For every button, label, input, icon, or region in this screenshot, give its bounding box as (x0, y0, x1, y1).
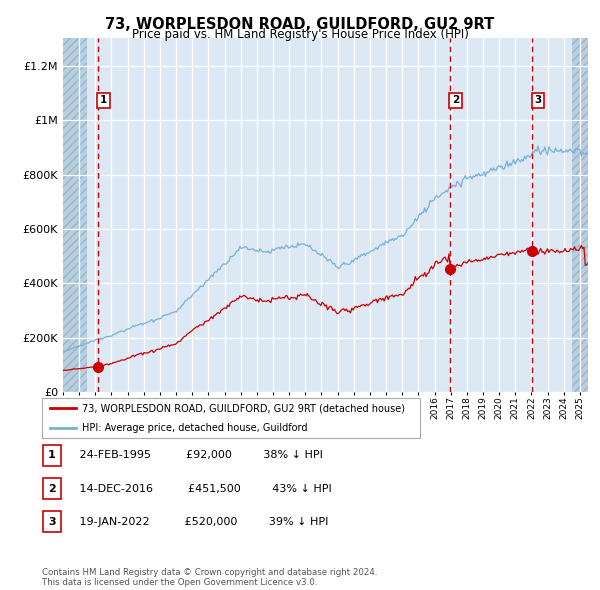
Text: HPI: Average price, detached house, Guildford: HPI: Average price, detached house, Guil… (82, 423, 307, 432)
Bar (572, 38, 588, 392)
Text: 14-DEC-2016          £451,500         43% ↓ HPI: 14-DEC-2016 £451,500 43% ↓ HPI (69, 484, 332, 493)
Text: 2: 2 (48, 484, 56, 493)
Text: 24-FEB-1995          £92,000         38% ↓ HPI: 24-FEB-1995 £92,000 38% ↓ HPI (69, 451, 323, 460)
Text: 3: 3 (48, 517, 56, 526)
Text: 3: 3 (534, 96, 541, 105)
FancyBboxPatch shape (43, 445, 61, 466)
Text: Contains HM Land Registry data © Crown copyright and database right 2024.
This d: Contains HM Land Registry data © Crown c… (42, 568, 377, 587)
Text: 19-JAN-2022          £520,000         39% ↓ HPI: 19-JAN-2022 £520,000 39% ↓ HPI (69, 517, 328, 526)
Text: 73, WORPLESDON ROAD, GUILDFORD, GU2 9RT: 73, WORPLESDON ROAD, GUILDFORD, GU2 9RT (106, 17, 494, 31)
Text: 73, WORPLESDON ROAD, GUILDFORD, GU2 9RT (detached house): 73, WORPLESDON ROAD, GUILDFORD, GU2 9RT … (82, 404, 404, 414)
FancyBboxPatch shape (43, 478, 61, 499)
FancyBboxPatch shape (43, 512, 61, 532)
Text: 1: 1 (48, 451, 56, 460)
Text: Price paid vs. HM Land Registry's House Price Index (HPI): Price paid vs. HM Land Registry's House … (131, 28, 469, 41)
Text: 2: 2 (452, 96, 459, 105)
Bar (63, 38, 87, 392)
Text: 1: 1 (100, 96, 107, 105)
FancyBboxPatch shape (42, 398, 420, 438)
